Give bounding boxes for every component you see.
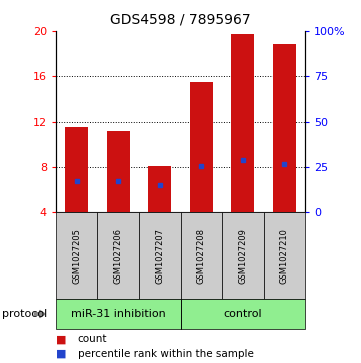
Text: count: count	[78, 334, 107, 344]
Text: ■: ■	[56, 349, 66, 359]
Text: GSM1027209: GSM1027209	[238, 228, 247, 284]
Text: percentile rank within the sample: percentile rank within the sample	[78, 349, 253, 359]
Bar	[190, 82, 213, 212]
Text: GSM1027210: GSM1027210	[280, 228, 289, 284]
Text: protocol: protocol	[2, 309, 47, 319]
Text: miR-31 inhibition: miR-31 inhibition	[71, 309, 166, 319]
Text: control: control	[223, 309, 262, 319]
Text: GSM1027208: GSM1027208	[197, 228, 206, 284]
Text: GSM1027206: GSM1027206	[114, 228, 123, 284]
Text: GSM1027205: GSM1027205	[72, 228, 81, 284]
Text: GSM1027207: GSM1027207	[155, 228, 164, 284]
Bar	[273, 44, 296, 212]
Bar	[65, 127, 88, 212]
Text: ■: ■	[56, 334, 66, 344]
Bar	[148, 166, 171, 212]
Text: GDS4598 / 7895967: GDS4598 / 7895967	[110, 13, 251, 27]
Bar	[107, 131, 130, 212]
Bar	[231, 34, 254, 212]
